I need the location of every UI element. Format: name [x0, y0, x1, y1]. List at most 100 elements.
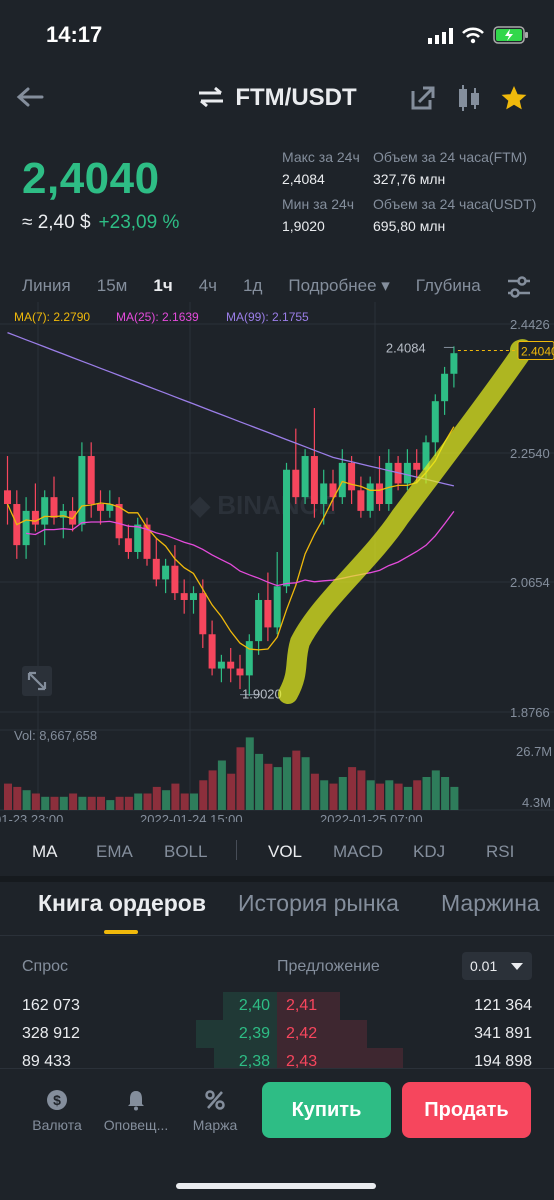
candle	[50, 497, 58, 518]
bell-icon	[128, 1091, 144, 1111]
volume-bar	[106, 800, 115, 810]
tab-depth[interactable]: Глубина	[415, 276, 481, 295]
ind-ema[interactable]: EMA	[96, 842, 133, 861]
volume-bar	[413, 780, 422, 810]
tab-15m[interactable]: 15м	[96, 276, 128, 295]
vol-tick-label: 26.7M	[516, 744, 552, 759]
ask-price: 2,42	[286, 1025, 318, 1042]
volume-bar	[376, 783, 384, 810]
nav-alerts-label: Оповещ...	[103, 1117, 169, 1133]
tab-market-history[interactable]: История рынка	[238, 890, 399, 916]
precision-select[interactable]: 0.01	[462, 952, 532, 980]
ask-price: 2,41	[286, 997, 318, 1014]
low-label: Мин за 24ч	[282, 196, 355, 212]
candle	[97, 504, 104, 511]
indicator-tabs: MA EMA BOLL VOL MACD KDJ RSI	[0, 838, 554, 866]
x-tick-label: 2022-01-25 07:00	[320, 812, 423, 822]
ma99-label: MA(99): 2.1755	[226, 310, 309, 324]
tab-4h[interactable]: 4ч	[198, 276, 217, 295]
volume-bar	[13, 786, 22, 810]
price-sub: ≈ 2,40 $ +23,09 %	[22, 212, 179, 234]
volume-bar	[394, 783, 403, 810]
x-tick-label: 2022-01-24 15:00	[140, 812, 243, 822]
ind-boll[interactable]: BOLL	[164, 842, 208, 861]
volume-bar	[87, 796, 96, 810]
tab-more[interactable]: Подробнее ▾	[288, 276, 390, 295]
volume-bar	[4, 783, 12, 810]
nav-margin[interactable]: Маржа	[180, 1089, 250, 1133]
candle-settings-icon[interactable]	[456, 84, 482, 112]
volume-bar	[59, 796, 68, 810]
volume-bar	[180, 793, 189, 810]
volume-bar	[385, 780, 394, 810]
ind-rsi[interactable]: RSI	[486, 842, 515, 861]
volume-bar	[403, 786, 412, 810]
sell-button[interactable]: Продать	[402, 1082, 531, 1138]
volume-bar	[357, 770, 366, 810]
volume-bar	[227, 773, 236, 810]
candle	[329, 483, 337, 498]
ask-header: Предложение	[277, 958, 380, 975]
candle	[245, 641, 253, 676]
divider	[0, 876, 554, 882]
chart-settings-icon[interactable]	[506, 274, 532, 300]
high-label: Макс за 24ч	[282, 149, 360, 165]
candle	[255, 599, 263, 642]
volume-bar	[152, 786, 161, 810]
tab-line[interactable]: Линия	[22, 276, 71, 295]
volume-bar	[162, 790, 171, 810]
volume-bar	[115, 796, 124, 810]
candle	[338, 462, 346, 498]
tab-1d[interactable]: 1д	[243, 276, 263, 295]
candle	[273, 586, 281, 628]
ind-kdj[interactable]: KDJ	[413, 842, 446, 861]
cellular-signal-icon	[428, 28, 453, 44]
volume-bar	[329, 783, 338, 810]
candle	[171, 565, 179, 594]
ind-vol[interactable]: VOL	[268, 842, 303, 861]
buy-button[interactable]: Купить	[262, 1082, 391, 1138]
y-tick-label: 2.4426	[510, 317, 550, 332]
tab-1h[interactable]: 1ч	[153, 276, 173, 295]
pair-name: FTM/USDT	[235, 84, 357, 111]
tab-order-book[interactable]: Книга ордеров	[38, 890, 206, 916]
bid-header: Спрос	[22, 958, 69, 975]
tab-margin[interactable]: Маржина	[441, 890, 540, 916]
order-book-row[interactable]: 328 912 2,39 2,42 341 891	[0, 1020, 554, 1048]
ind-ma[interactable]: MA	[32, 842, 58, 861]
volume-bar	[441, 777, 450, 810]
divider	[0, 935, 554, 936]
dollar-icon: $	[47, 1090, 67, 1110]
order-book-row[interactable]: 162 073 2,40 2,41 121 364	[0, 992, 554, 1020]
price-chart[interactable]: ◆ BINANCE MA(7): 2.2790 MA(25): 2.1639 MA(…	[0, 302, 554, 822]
candle	[264, 599, 272, 628]
swap-icon	[199, 86, 224, 108]
pair-title[interactable]: FTM/USDT	[0, 84, 554, 112]
back-arrow-icon[interactable]	[16, 86, 44, 108]
volume-bar	[41, 796, 50, 810]
volume-bar	[208, 770, 217, 810]
volume-bar	[50, 796, 59, 810]
candle	[217, 661, 225, 669]
book-tabs: Книга ордеров История рынка Маржина	[0, 890, 554, 940]
svg-text:$: $	[53, 1092, 61, 1108]
ind-macd[interactable]: MACD	[333, 842, 384, 861]
vol-usdt-label: Объем за 24 часа(USDT)	[373, 196, 537, 212]
nav-currency[interactable]: $ Валюта	[22, 1089, 92, 1133]
ask-depth-bar	[277, 992, 340, 1020]
candle	[450, 353, 458, 374]
high-marker-label: 2.4084	[386, 340, 426, 355]
share-icon[interactable]	[410, 85, 436, 111]
wifi-icon	[462, 27, 484, 44]
volume-bar	[450, 786, 459, 810]
bid-depth-bar	[223, 992, 277, 1020]
volume-bar	[283, 757, 291, 810]
volume-bar	[292, 750, 301, 810]
favorite-star-icon[interactable]	[500, 84, 528, 112]
volume-bar	[273, 767, 282, 810]
fullscreen-icon[interactable]	[22, 666, 52, 696]
bid-qty: 89 433	[22, 1053, 71, 1070]
y-tick-label: 1.8766	[510, 705, 550, 720]
candle	[403, 462, 411, 484]
nav-alerts[interactable]: Оповещ...	[101, 1089, 171, 1133]
